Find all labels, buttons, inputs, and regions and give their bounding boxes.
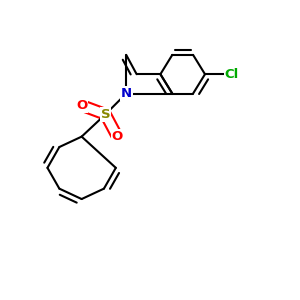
Text: Cl: Cl — [225, 68, 239, 81]
Text: S: S — [100, 108, 110, 121]
Text: O: O — [76, 99, 87, 112]
Text: O: O — [112, 130, 123, 143]
Text: N: N — [121, 87, 132, 100]
